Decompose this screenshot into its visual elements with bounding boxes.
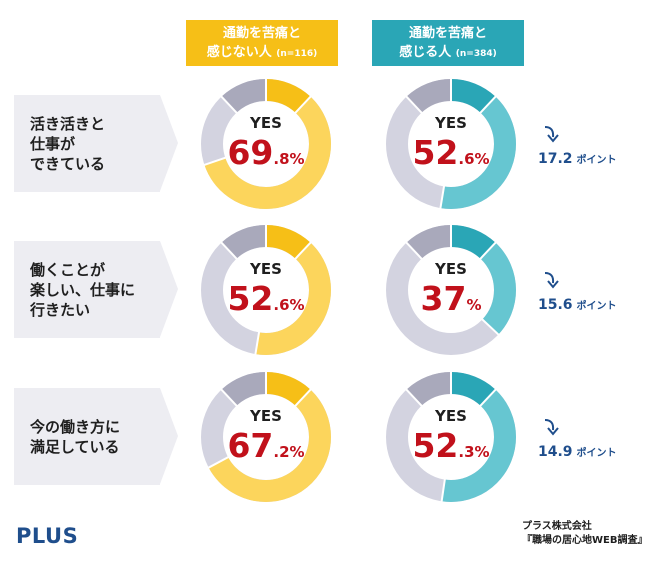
decrease-arrow-icon [544, 419, 555, 431]
header-painful-line1: 通勤を苦痛と [408, 26, 487, 41]
points-value: 14.9 [538, 444, 573, 460]
header-not-painful-line1: 通勤を苦痛と [222, 26, 301, 41]
donut-separator [405, 95, 423, 115]
source-company: プラス株式会社 [522, 521, 592, 532]
donut-separator [207, 455, 230, 469]
plus-logo: PLUS [16, 524, 79, 548]
header-not-painful-n: (n=116) [276, 49, 318, 59]
header-painful: 通勤を苦痛と 感じる人 (n=384) [372, 20, 524, 66]
donut-separator [294, 95, 312, 115]
arrow-head-icon [547, 427, 559, 436]
decrease-arrow-icon [544, 272, 555, 284]
points-value: 15.6 [538, 297, 573, 313]
source-survey: 『職場の居心地WEB調査』 [522, 535, 648, 546]
donut-yes-label: YES [435, 114, 467, 132]
donut-slice-yes [201, 372, 331, 502]
donut-yes-label: YES [250, 407, 282, 425]
donut-separator [203, 156, 227, 167]
donut-separator [220, 95, 238, 115]
header-painful-n: (n=384) [455, 49, 497, 59]
donut-slice-yes [201, 225, 331, 355]
arrow-head-icon [547, 134, 559, 143]
header-not-painful-line2: 感じない人 [206, 45, 272, 60]
donut-percent-label: 52.6% [412, 133, 490, 172]
arrow-head-icon [547, 280, 559, 289]
donut-separator [405, 241, 423, 261]
donut-separator [294, 241, 312, 261]
header-not-painful: 通勤を苦痛と 感じない人 (n=116) [186, 20, 338, 66]
donut-separator [479, 241, 497, 261]
donut-separator [405, 388, 423, 408]
points-difference: 17.2 ポイント [538, 148, 617, 167]
points-unit: ポイント [576, 155, 617, 166]
donut-separator [254, 331, 261, 356]
donut-percent-label: 52.3% [412, 426, 490, 465]
points-value: 17.2 [538, 151, 573, 167]
donut-percent-label: 69.8% [227, 133, 305, 172]
decrease-arrow-icon [544, 126, 555, 138]
donut-separator [220, 388, 238, 408]
donut-slice-yes [386, 372, 516, 502]
points-difference: 14.9 ポイント [538, 441, 617, 460]
donut-separator [480, 318, 500, 336]
donut-slice-yes [386, 79, 516, 209]
donut-yes-label: YES [250, 260, 282, 278]
donut-slice-yes [201, 79, 331, 209]
donut-separator [440, 478, 446, 503]
donut-percent-label: 52.6% [227, 279, 305, 318]
source-note: プラス株式会社 『職場の居心地WEB調査』 [522, 520, 647, 548]
donut-separator [479, 388, 497, 408]
donut-separator [220, 241, 238, 261]
points-unit: ポイント [576, 301, 617, 312]
points-difference: 15.6 ポイント [538, 294, 617, 313]
donut-separator [479, 95, 497, 115]
donut-percent-label: 67.2% [227, 426, 305, 465]
donut-separator [439, 185, 446, 210]
donut-separator [294, 388, 312, 408]
row-label-enjoy: 働くことが 楽しい、仕事に 行きたい [14, 241, 178, 338]
row-label-satisfied: 今の働き方に 満足している [14, 388, 178, 485]
donut-yes-label: YES [435, 260, 467, 278]
donut-yes-label: YES [250, 114, 282, 132]
points-unit: ポイント [576, 448, 617, 459]
header-painful-line2: 感じる人 [399, 45, 452, 60]
donut-percent-label: 37% [420, 279, 482, 318]
row-label-lively: 活き活きと 仕事が できている [14, 95, 178, 192]
donut-slice-yes [386, 225, 516, 355]
donut-yes-label: YES [435, 407, 467, 425]
